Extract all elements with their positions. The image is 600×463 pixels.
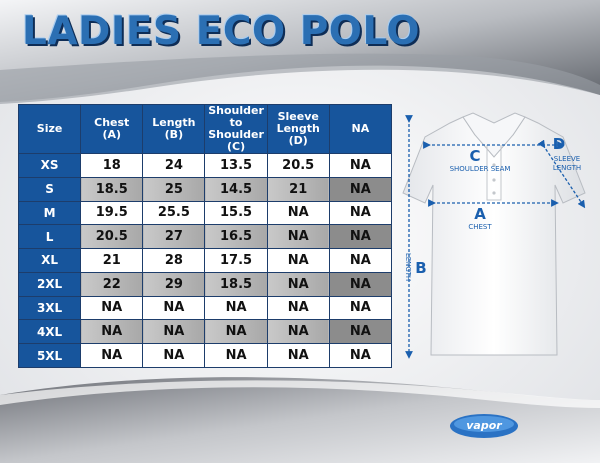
table-row: 5XL NA NA NA NA NA [17, 343, 393, 368]
cell-shoulder: 18.5 [204, 271, 268, 297]
table-row: M 19.5 25.5 15.5 NA NA [17, 200, 393, 226]
cell-na: NA [328, 200, 393, 226]
shoulder-letter: C [469, 147, 480, 165]
cell-sleeve: NA [266, 319, 330, 345]
table-row: 3XL NA NA NA NA NA [17, 295, 393, 321]
length-label: LENGTH [404, 253, 412, 281]
cell-chest: 20.5 [80, 224, 144, 250]
cell-chest: 19.5 [80, 200, 144, 226]
cell-size: 5XL [17, 343, 82, 368]
cell-length: 24 [142, 153, 206, 178]
size-chart-table: Size Chest (A) Length (B) Shoulder to Shoul… [17, 104, 393, 368]
cell-shoulder: 13.5 [204, 153, 268, 178]
cell-length: 25 [142, 176, 206, 202]
cell-shoulder: 16.5 [204, 224, 268, 250]
cell-sleeve: NA [266, 200, 330, 226]
chest-letter: A [474, 205, 486, 223]
sleeve-letter: D [553, 135, 565, 153]
sleeve-measure-line [537, 139, 586, 209]
header-shoulder: Shoulder to Shoulder (C) [204, 104, 268, 154]
table-row: XL 21 28 17.5 NA NA [17, 248, 393, 273]
header-sleeve: Sleeve Length (D) [266, 104, 330, 154]
brand-logo: vapor [450, 414, 518, 438]
table-row: 4XL NA NA NA NA NA [17, 319, 393, 345]
cell-shoulder: 17.5 [204, 248, 268, 273]
cell-chest: 22 [80, 271, 144, 297]
cell-chest: 18.5 [80, 176, 144, 202]
table-row: 2XL 22 29 18.5 NA NA [17, 271, 393, 297]
polo-diagram: C SHOULDER SEAM A CHEST B LENGTH D SLEEV… [402, 112, 586, 359]
cell-sleeve: 21 [266, 176, 330, 202]
sleeve-label-line2: LENGTH [553, 164, 581, 172]
header-chest: Chest (A) [80, 104, 144, 154]
length-letter: B [415, 259, 426, 277]
cell-sleeve: NA [266, 248, 330, 273]
cell-chest: 18 [80, 153, 144, 178]
cell-shoulder: NA [204, 343, 268, 368]
header-na: NA [328, 104, 393, 154]
cell-size: M [17, 200, 82, 226]
table-row: S 18.5 25 14.5 21 NA [17, 176, 393, 202]
header-size: Size [17, 104, 82, 154]
cell-sleeve: NA [266, 224, 330, 250]
cell-size: 2XL [17, 271, 82, 297]
cell-size: XL [17, 248, 82, 273]
cell-length: 25.5 [142, 200, 206, 226]
cell-na: NA [328, 343, 393, 368]
table-row: XS 18 24 13.5 20.5 NA [17, 153, 393, 178]
cell-na: NA [328, 153, 393, 178]
cell-na: NA [328, 319, 393, 345]
cell-na: NA [328, 224, 393, 250]
chest-label: CHEST [468, 223, 492, 231]
cell-size: 4XL [17, 319, 82, 345]
cell-shoulder: 14.5 [204, 176, 268, 202]
cell-chest: NA [80, 343, 144, 368]
header-row: Size Chest (A) Length (B) Shoulder to Shoul… [17, 104, 393, 154]
cell-shoulder: 15.5 [204, 200, 268, 226]
cell-na: NA [328, 176, 393, 202]
table-row: L 20.5 27 16.5 NA NA [17, 224, 393, 250]
cell-length: NA [142, 295, 206, 321]
cell-length: 29 [142, 271, 206, 297]
shoulder-label: SHOULDER SEAM [450, 165, 511, 173]
page-title: LADIES ECO POLO [22, 9, 421, 54]
cell-length: 27 [142, 224, 206, 250]
cell-sleeve: NA [266, 271, 330, 297]
cell-shoulder: NA [204, 319, 268, 345]
cell-chest: NA [80, 295, 144, 321]
cell-size: S [17, 176, 82, 202]
cell-size: 3XL [17, 295, 82, 321]
header-length: Length (B) [142, 104, 206, 154]
cell-shoulder: NA [204, 295, 268, 321]
cell-sleeve: NA [266, 343, 330, 368]
cell-sleeve: 20.5 [266, 153, 330, 178]
cell-na: NA [328, 271, 393, 297]
cell-chest: NA [80, 319, 144, 345]
cell-na: NA [328, 248, 393, 273]
cell-size: L [17, 224, 82, 250]
cell-sleeve: NA [266, 295, 330, 321]
cell-length: NA [142, 343, 206, 368]
logo-text: vapor [466, 419, 502, 432]
cell-length: NA [142, 319, 206, 345]
cell-chest: 21 [80, 248, 144, 273]
cell-length: 28 [142, 248, 206, 273]
cell-size: XS [17, 153, 82, 178]
sleeve-label-line1: SLEEVE [554, 155, 580, 163]
cell-na: NA [328, 295, 393, 321]
